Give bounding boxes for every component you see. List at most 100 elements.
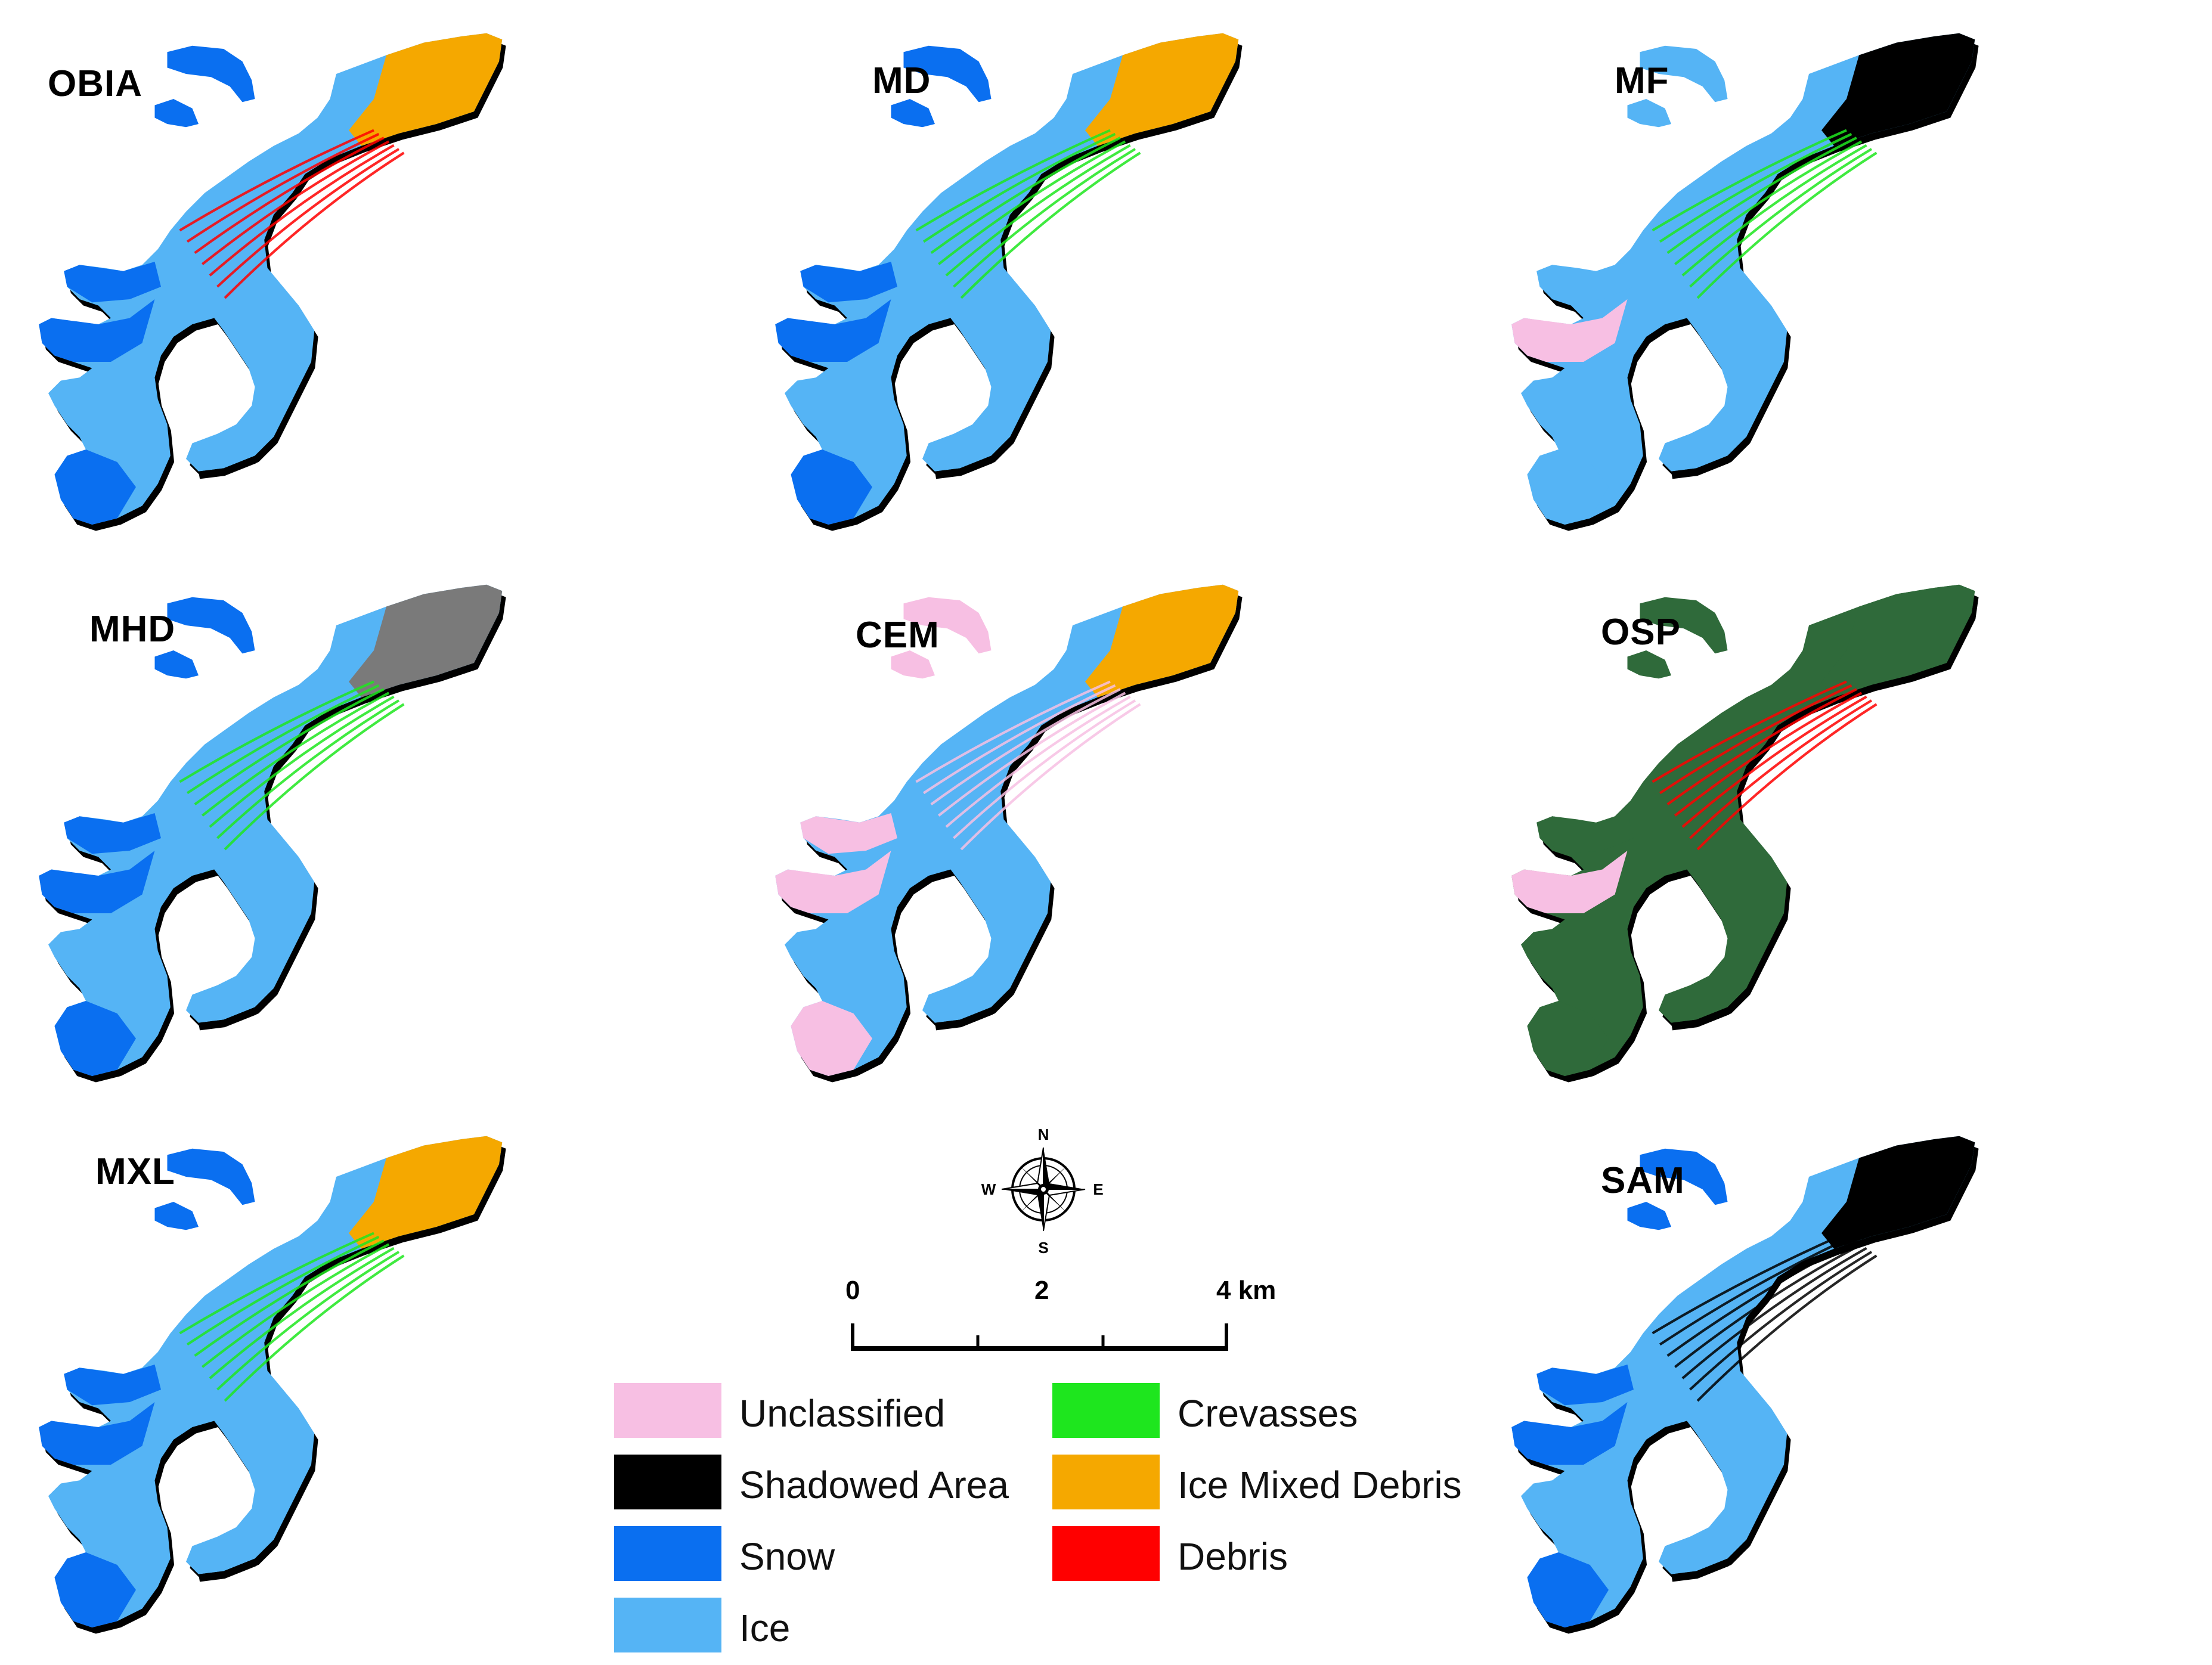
glacier-map-obia xyxy=(39,33,506,531)
legend-item-shadowed-area: Shadowed Area xyxy=(614,1455,1067,1512)
panel-label: SAM xyxy=(1601,1160,1685,1201)
flow-stripe xyxy=(201,1243,390,1368)
legend-label: Shadowed Area xyxy=(739,1464,1009,1506)
flow-stripe xyxy=(201,140,390,265)
accumulation-zone xyxy=(791,1001,872,1076)
legend-label: Unclassified xyxy=(739,1392,946,1435)
glacier-map-osp xyxy=(1511,584,1979,1083)
accumulation-zone xyxy=(1536,1365,1634,1406)
tributary-arm xyxy=(903,45,992,103)
legend-label: Crevasses xyxy=(1178,1392,1358,1435)
panel-label: OSP xyxy=(1601,612,1681,653)
flow-stripe xyxy=(194,137,385,254)
flow-stripe xyxy=(1674,140,1863,265)
glacier-shape xyxy=(1511,33,1979,531)
legend-item-unclassified: Unclassified xyxy=(614,1383,1067,1440)
flow-stripe xyxy=(953,699,1136,839)
flow-stripe xyxy=(1696,151,1878,299)
legend-label: Ice Mixed Debris xyxy=(1178,1464,1462,1506)
flow-stripe xyxy=(945,144,1131,277)
glacier-tongue xyxy=(1821,1136,1975,1249)
flow-stripe xyxy=(209,144,395,277)
flow-stripe xyxy=(1652,129,1847,232)
flow-stripe xyxy=(937,140,1126,265)
legend-label: Debris xyxy=(1178,1535,1288,1578)
panel-label: MD xyxy=(872,60,931,101)
compass-n: N xyxy=(1038,1125,1049,1143)
tributary-arm xyxy=(1640,45,1728,103)
map-panel-mxl: MXL xyxy=(12,1115,751,1663)
glacier-body xyxy=(39,584,503,1076)
legend-item-debris: Debris xyxy=(1052,1526,1505,1583)
glacier-body xyxy=(39,33,503,525)
accumulation-zone xyxy=(1536,261,1634,303)
panel-label: CEM xyxy=(856,615,940,656)
glacier-tongue xyxy=(349,33,503,146)
legend-swatch xyxy=(614,1383,721,1438)
flow-stripe xyxy=(1652,680,1847,783)
flow-stripe xyxy=(224,703,405,851)
accumulation-zone xyxy=(775,851,891,913)
scale-label-2: 2 xyxy=(1034,1276,1049,1305)
accumulation-zone xyxy=(39,1402,155,1465)
flow-stripe xyxy=(179,680,374,783)
glacier-body xyxy=(1511,1136,1975,1627)
flow-stripe xyxy=(1659,132,1852,243)
shadow-edge xyxy=(1671,988,1749,1031)
glacier-map-sam xyxy=(1511,1136,1979,1634)
legend-swatch xyxy=(1052,1455,1160,1509)
flow-stripe xyxy=(915,680,1111,783)
shadow-edge xyxy=(1671,1540,1749,1582)
tributary-arm xyxy=(154,1202,199,1230)
map-panel-obia: OBIA xyxy=(12,12,751,560)
glacier-body xyxy=(1511,33,1975,525)
map-panel-cem: CEM xyxy=(748,563,1488,1112)
flow-stripe xyxy=(216,699,400,839)
compass-s: S xyxy=(1038,1239,1048,1257)
scale-bar-line xyxy=(851,1323,1228,1351)
accumulation-zone xyxy=(1511,851,1628,913)
panel-label: OBIA xyxy=(48,63,142,104)
shadow-edge xyxy=(199,1540,277,1582)
accumulation-zone xyxy=(39,299,155,362)
flow-stripe xyxy=(216,1251,400,1391)
glacier-tongue xyxy=(1085,33,1239,146)
tributary-arm xyxy=(1640,1148,1728,1205)
shadow-edge xyxy=(935,988,1013,1031)
accumulation-zone xyxy=(775,299,891,362)
map-panel-md: MD xyxy=(748,12,1488,560)
tributary-arm xyxy=(1627,650,1671,679)
glacier-map-md xyxy=(775,33,1243,531)
tributary-arm xyxy=(167,1148,255,1205)
tributary-arm xyxy=(1627,1202,1671,1230)
flow-stripe xyxy=(1689,699,1873,839)
glacier-shape xyxy=(775,33,1243,531)
glacier-body xyxy=(775,33,1239,525)
accumulation-zone xyxy=(64,261,161,303)
flow-stripe xyxy=(937,692,1126,817)
accumulation-zone xyxy=(800,261,897,303)
flow-stripe xyxy=(186,684,380,795)
accumulation-zone xyxy=(1511,1402,1628,1465)
accumulation-zone xyxy=(54,449,136,525)
glacier-body xyxy=(1511,584,1975,1076)
panel-label: MHD xyxy=(89,609,176,650)
flow-stripe xyxy=(179,129,374,232)
panel-label: MF xyxy=(1615,60,1669,101)
glacier-shape xyxy=(39,1136,506,1634)
flow-stripe xyxy=(224,151,405,299)
glacier-map-mxl xyxy=(39,1136,506,1634)
flow-stripe xyxy=(194,1239,385,1357)
flow-stripe xyxy=(1674,692,1863,817)
flow-stripe xyxy=(1674,1243,1863,1368)
compass-rose-icon: N S E W xyxy=(981,1125,1104,1257)
accumulation-zone xyxy=(1511,299,1628,362)
shadow-edge xyxy=(199,988,277,1031)
glacier-tongue xyxy=(1085,584,1239,697)
accumulation-zone xyxy=(791,449,872,525)
flow-stripe xyxy=(194,688,385,805)
flow-stripe xyxy=(1666,1239,1857,1357)
legend-swatch xyxy=(614,1455,721,1509)
tributary-arm xyxy=(167,597,255,654)
